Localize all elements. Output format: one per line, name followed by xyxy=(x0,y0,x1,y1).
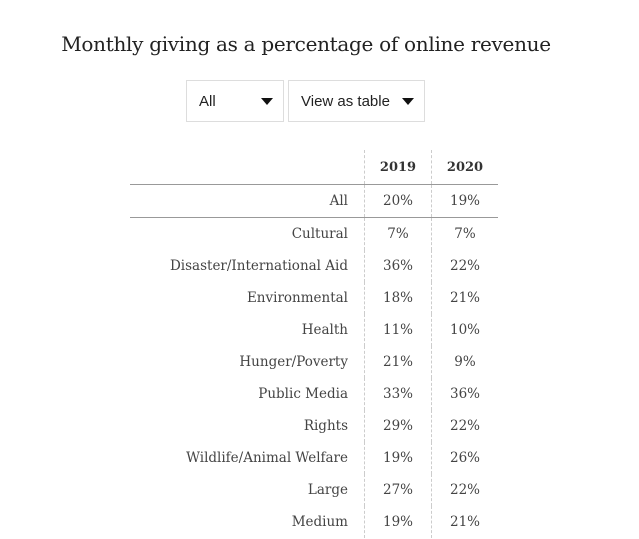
data-table: 2019 2020 All 20% 19% Cultural 7% 7% Disaster/… xyxy=(130,150,498,538)
cell-value-2020: 22% xyxy=(431,410,498,442)
row-label: Hunger/Poverty xyxy=(239,354,348,370)
cell-value-2020: 22% xyxy=(431,474,498,506)
cell-value-2019: 7% xyxy=(364,217,432,250)
category-filter-value: All xyxy=(199,92,216,110)
cell-value-2020: 10% xyxy=(431,314,498,346)
cell-value-2020: 19% xyxy=(431,184,498,218)
table-row: Large 27% 22% xyxy=(130,474,498,506)
row-label: Public Media xyxy=(258,386,348,402)
table-row: Wildlife/Animal Welfare 19% 26% xyxy=(130,442,498,474)
cell-value-2019: 11% xyxy=(364,314,432,346)
table-row: Environmental 18% 21% xyxy=(130,282,498,314)
table-row: Disaster/International Aid 36% 22% xyxy=(130,250,498,282)
column-header-2020: 2020 xyxy=(431,150,498,185)
column-header-label xyxy=(130,150,365,185)
cell-value-2020: 21% xyxy=(431,506,498,538)
cell-value-2019: 20% xyxy=(364,184,432,218)
cell-value-2019: 21% xyxy=(364,346,432,378)
table-header-row: 2019 2020 xyxy=(130,150,498,185)
table-row: Health 11% 10% xyxy=(130,314,498,346)
row-label: Environmental xyxy=(246,290,348,306)
caret-down-icon xyxy=(261,97,273,105)
row-label: Disaster/International Aid xyxy=(169,258,348,274)
table-row: Rights 29% 22% xyxy=(130,410,498,442)
column-header-2019: 2019 xyxy=(364,150,432,185)
table-row: Public Media 33% 36% xyxy=(130,378,498,410)
table-row: Medium 19% 21% xyxy=(130,506,498,538)
chart-title: Monthly giving as a percentage of online… xyxy=(61,32,551,56)
row-label: Wildlife/Animal Welfare xyxy=(186,450,348,466)
cell-value-2020: 7% xyxy=(431,217,498,250)
view-mode-select[interactable]: View as table xyxy=(288,80,425,122)
table-row: Hunger/Poverty 21% 9% xyxy=(130,346,498,378)
cell-value-2019: 29% xyxy=(364,410,432,442)
cell-value-2019: 19% xyxy=(364,442,432,474)
cell-value-2020: 9% xyxy=(431,346,498,378)
cell-value-2020: 36% xyxy=(431,378,498,410)
cell-value-2019: 33% xyxy=(364,378,432,410)
view-mode-value: View as table xyxy=(301,92,390,110)
caret-down-icon xyxy=(402,97,414,105)
row-label: All xyxy=(329,193,348,209)
table-row-total: All 20% 19% xyxy=(130,184,498,218)
table-row: Cultural 7% 7% xyxy=(130,217,498,250)
row-label: Health xyxy=(301,322,348,338)
row-label: Medium xyxy=(291,514,348,530)
row-label: Large xyxy=(307,482,348,498)
cell-value-2020: 22% xyxy=(431,250,498,282)
row-label: Cultural xyxy=(291,226,348,242)
row-label: Rights xyxy=(303,418,348,434)
category-filter-select[interactable]: All xyxy=(186,80,284,122)
cell-value-2020: 21% xyxy=(431,282,498,314)
cell-value-2019: 27% xyxy=(364,474,432,506)
cell-value-2019: 18% xyxy=(364,282,432,314)
cell-value-2019: 19% xyxy=(364,506,432,538)
cell-value-2019: 36% xyxy=(364,250,432,282)
controls: All View as table xyxy=(186,80,425,122)
cell-value-2020: 26% xyxy=(431,442,498,474)
